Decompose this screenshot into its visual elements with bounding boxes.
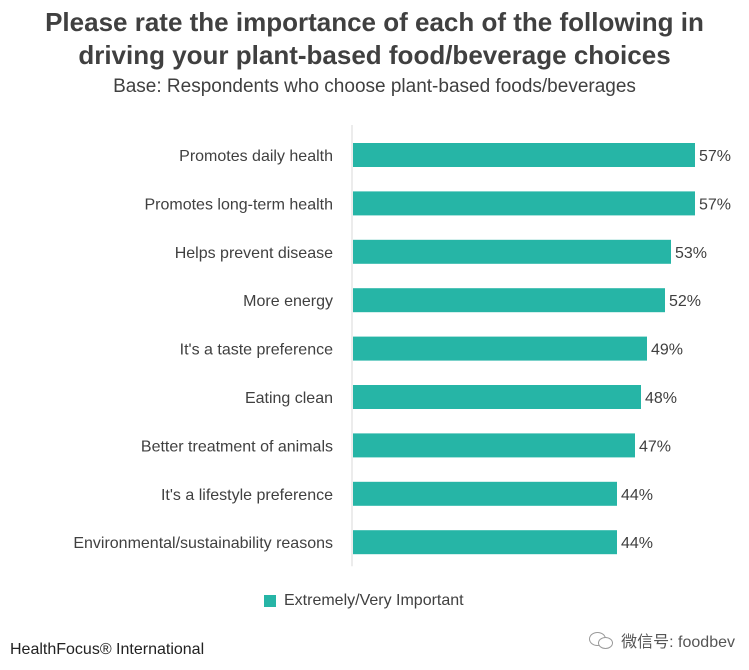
category-label: More energy <box>243 293 333 310</box>
bar <box>353 239 671 264</box>
bar <box>353 530 617 555</box>
category-label: Helps prevent disease <box>175 245 333 262</box>
data-label: 53% <box>675 245 707 262</box>
bar-chart: Promotes daily health 57% Promotes long-te… <box>73 125 731 567</box>
bar <box>353 481 617 506</box>
category-label: It's a taste preference <box>180 342 333 359</box>
chart-title: Please rate the importance of each of th… <box>45 7 704 70</box>
legend-swatch <box>264 595 276 607</box>
data-label: 47% <box>639 438 671 455</box>
category-label: Promotes long-term health <box>144 196 333 213</box>
bar <box>353 191 695 216</box>
data-label: 57% <box>699 196 731 213</box>
data-label: 44% <box>621 535 653 552</box>
bar <box>353 385 641 409</box>
data-label: 48% <box>645 390 677 407</box>
category-label: Promotes daily health <box>179 148 333 165</box>
watermark-text: 微信号: foodbev <box>621 634 735 651</box>
category-label: Better treatment of animals <box>141 438 333 455</box>
data-label: 57% <box>699 148 731 165</box>
data-label: 49% <box>651 342 683 359</box>
legend-label: Extremely/Very Important <box>284 592 464 609</box>
watermark: 微信号: foodbev <box>589 628 735 652</box>
bar <box>353 433 635 458</box>
chart-subtitle: Base: Respondents who choose plant-based… <box>113 76 636 97</box>
bar <box>353 143 695 167</box>
bar <box>353 336 647 361</box>
data-label: 52% <box>669 293 701 310</box>
legend: Extremely/Very Important <box>264 592 464 610</box>
data-label: 44% <box>621 487 653 504</box>
category-label: Eating clean <box>245 390 333 407</box>
wechat-icon <box>589 630 615 650</box>
category-label: Environmental/sustainability reasons <box>73 535 333 552</box>
category-label: It's a lifestyle preference <box>161 487 333 504</box>
bar <box>353 288 665 313</box>
source-logo: HealthFocus® International <box>10 641 205 658</box>
